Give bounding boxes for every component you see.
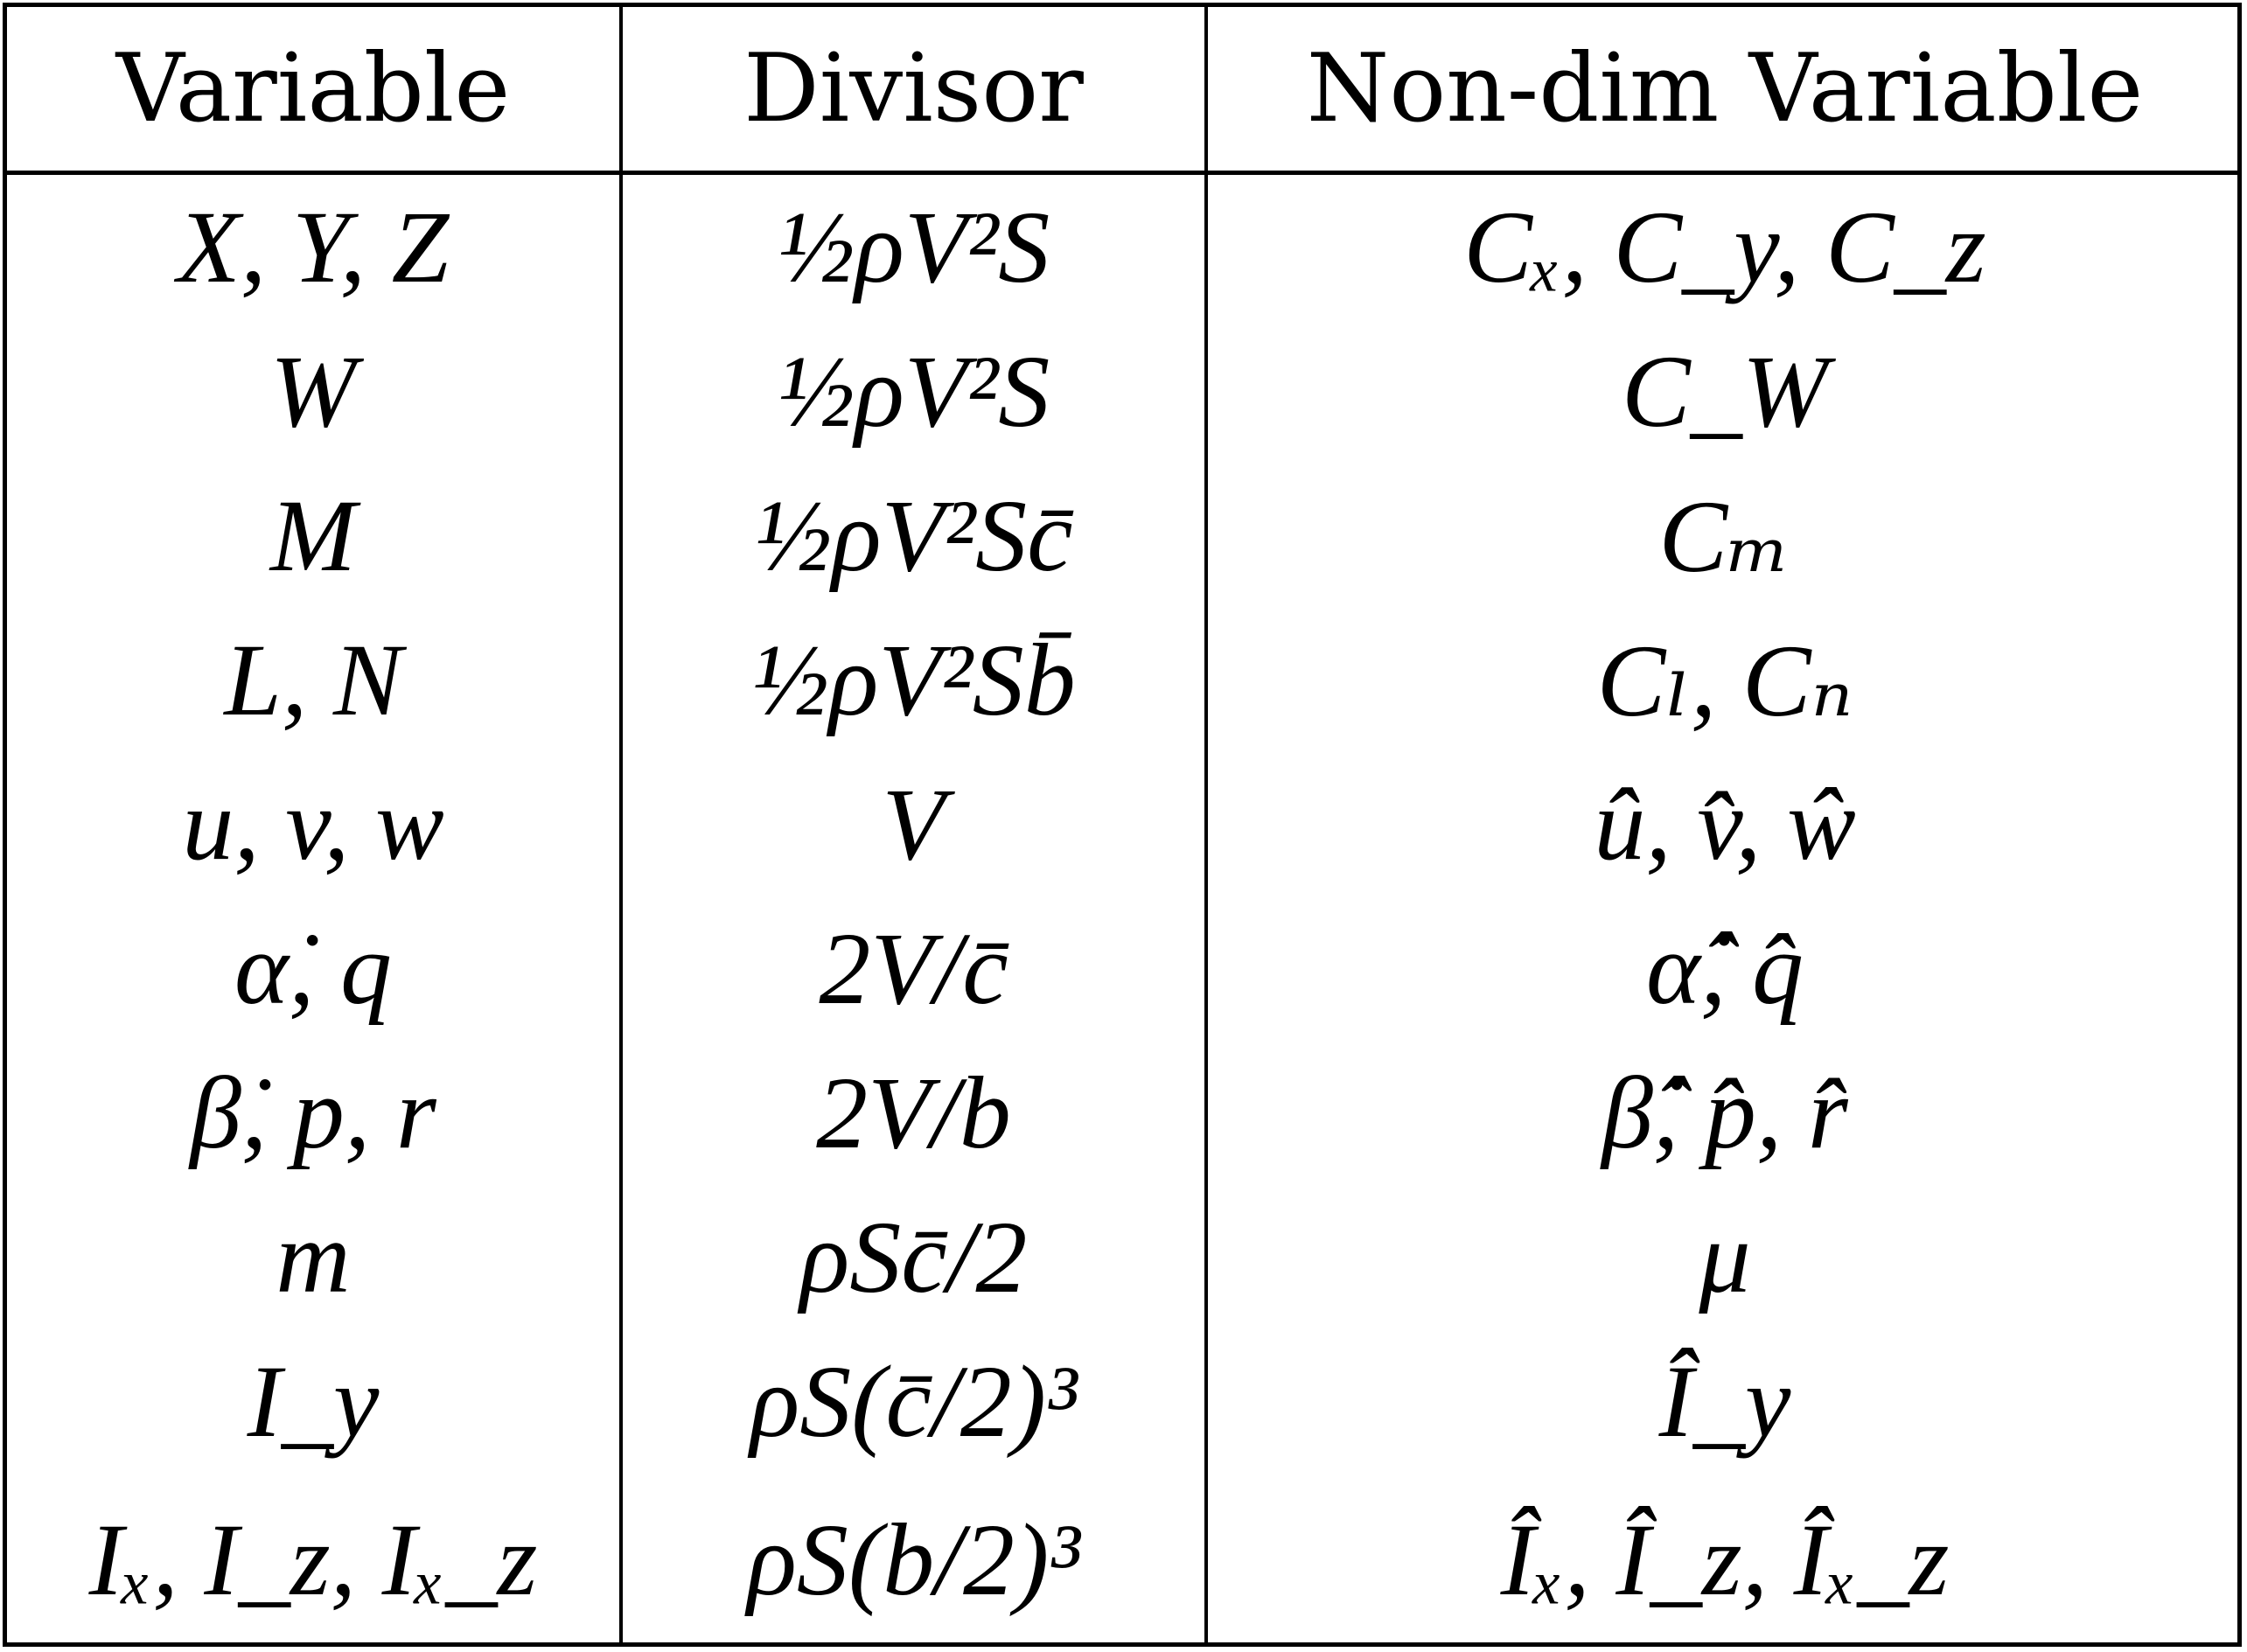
row-8-variable: m [276,1199,351,1314]
row-6-nondim: α̇̂, q̂ [1646,910,1804,1026]
row-2-variable: W [269,333,357,449]
row-2-divisor: ½ρV²S [777,333,1050,449]
row-1-nondim: Cₓ, C_y, C_z [1463,189,1986,304]
header-divisor: Divisor [743,34,1084,143]
nondim-table: Variable Divisor Non-dim Variable X, Y, … [3,3,2242,1647]
row-4-divisor: ½ρV²Sb̄ [751,622,1076,737]
row-6-variable: α̇, q [234,910,392,1026]
header-rule [7,171,2237,175]
row-6-divisor: 2V/c̄ [819,910,1008,1026]
row-8-divisor: ρSc̄/2 [799,1199,1028,1314]
row-9-variable: I_y [247,1343,380,1459]
row-5-divisor: V [882,766,946,882]
header-nondim-variable: Non-dim Variable [1306,34,2144,143]
row-9-divisor: ρS(c̄/2)³ [750,1343,1078,1459]
row-5-variable: u, v, w [182,766,444,882]
row-3-variable: M [269,477,357,593]
row-7-nondim: β̇̂, p̂, r̂ [1602,1055,1848,1170]
column-divider-1 [619,7,623,1642]
row-2-nondim: C_W [1622,333,1828,449]
row-1-divisor: ½ρV²S [777,189,1050,304]
row-4-nondim: Cₗ, Cₙ [1596,624,1853,738]
row-3-divisor: ½ρV²Sc̄ [754,477,1073,593]
row-10-divisor: ρS(b/2)³ [747,1502,1080,1617]
header-variable: Variable [115,34,511,143]
row-3-nondim: Cₘ [1658,479,1791,594]
row-9-nondim: Î_y [1658,1343,1791,1459]
column-divider-2 [1204,7,1208,1642]
row-8-nondim: μ [1699,1199,1751,1314]
row-7-variable: β̇, p, r [190,1055,436,1170]
row-10-nondim: Îₓ, Î_z, Îₓ_z [1500,1502,1950,1617]
row-1-variable: X, Y, Z [177,189,450,304]
row-4-variable: L, N [224,622,402,737]
row-5-nondim: û, v̂, ŵ [1594,766,1856,882]
row-10-variable: Iₓ, I_z, Iₓ_z [88,1502,538,1617]
row-7-divisor: 2V/b [816,1055,1011,1170]
